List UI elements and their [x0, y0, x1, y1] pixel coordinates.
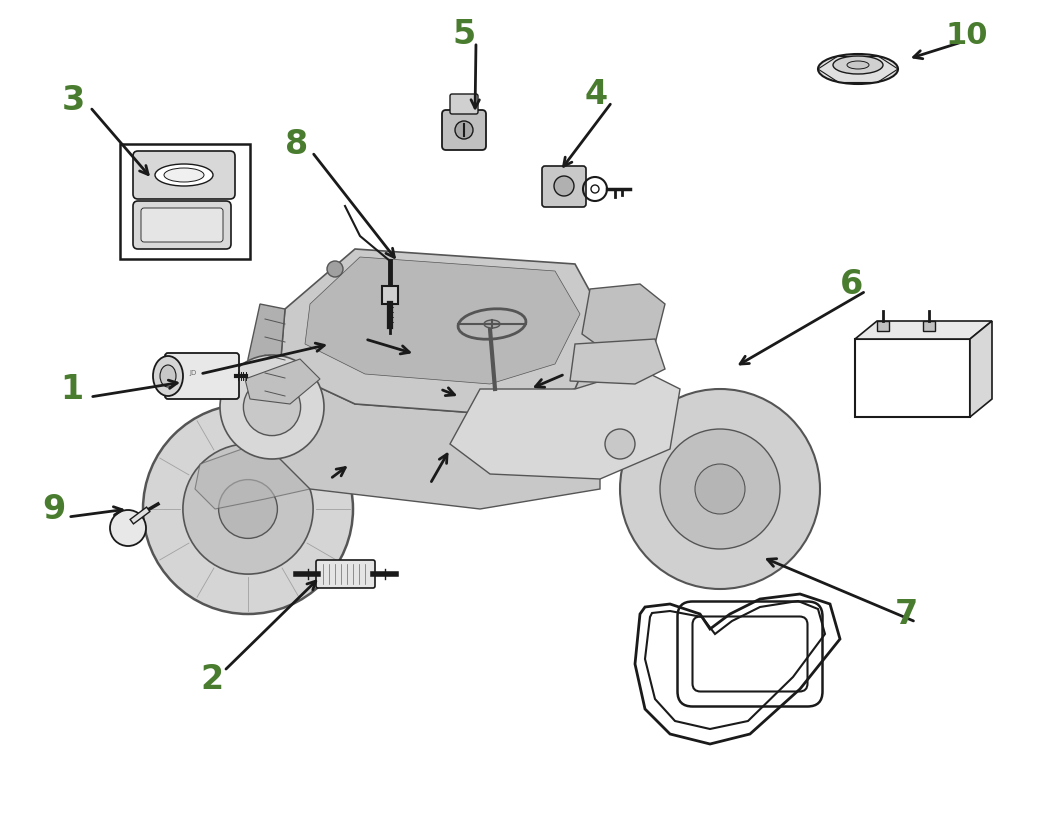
Bar [877, 322, 889, 332]
Polygon shape [245, 360, 320, 404]
Polygon shape [280, 250, 605, 414]
Circle shape [605, 429, 635, 460]
Circle shape [620, 390, 820, 590]
Ellipse shape [152, 356, 183, 396]
Circle shape [183, 444, 313, 575]
FancyBboxPatch shape [316, 561, 375, 588]
FancyBboxPatch shape [542, 167, 586, 208]
Circle shape [327, 261, 343, 278]
Text: 7: 7 [895, 598, 918, 631]
Polygon shape [855, 322, 992, 340]
Text: 4: 4 [585, 79, 608, 112]
FancyBboxPatch shape [141, 208, 223, 242]
FancyBboxPatch shape [450, 95, 478, 115]
Bar [855, 340, 970, 418]
Bar [120, 145, 250, 260]
Ellipse shape [818, 55, 898, 85]
Polygon shape [265, 370, 600, 509]
Polygon shape [450, 370, 680, 480]
Circle shape [660, 429, 780, 549]
Circle shape [244, 379, 301, 436]
FancyBboxPatch shape [442, 111, 486, 151]
Ellipse shape [160, 366, 176, 388]
FancyBboxPatch shape [133, 202, 231, 250]
Ellipse shape [155, 165, 213, 187]
Polygon shape [305, 258, 580, 385]
Polygon shape [195, 439, 310, 509]
Circle shape [218, 480, 277, 538]
Text: 2: 2 [200, 662, 223, 696]
Bar [923, 322, 935, 332]
Polygon shape [570, 340, 665, 385]
Circle shape [695, 465, 744, 514]
Text: 10: 10 [945, 21, 987, 50]
Text: 9: 9 [42, 493, 66, 526]
Circle shape [220, 356, 324, 460]
FancyBboxPatch shape [133, 152, 235, 200]
Text: 1: 1 [60, 373, 83, 406]
Text: 8: 8 [285, 128, 308, 161]
Text: 6: 6 [840, 268, 863, 301]
FancyBboxPatch shape [382, 287, 398, 304]
Circle shape [143, 404, 353, 614]
Text: 3: 3 [62, 84, 86, 117]
Text: 5: 5 [452, 18, 475, 51]
Polygon shape [970, 322, 992, 418]
Circle shape [569, 373, 622, 426]
Circle shape [455, 122, 473, 140]
Text: JD: JD [190, 370, 197, 375]
Ellipse shape [847, 62, 869, 70]
Polygon shape [582, 284, 665, 355]
Ellipse shape [164, 169, 204, 183]
Polygon shape [245, 304, 285, 444]
Circle shape [554, 177, 574, 197]
Circle shape [548, 351, 643, 447]
Ellipse shape [833, 57, 883, 75]
Ellipse shape [484, 321, 500, 328]
FancyBboxPatch shape [165, 354, 239, 399]
Circle shape [110, 510, 146, 547]
